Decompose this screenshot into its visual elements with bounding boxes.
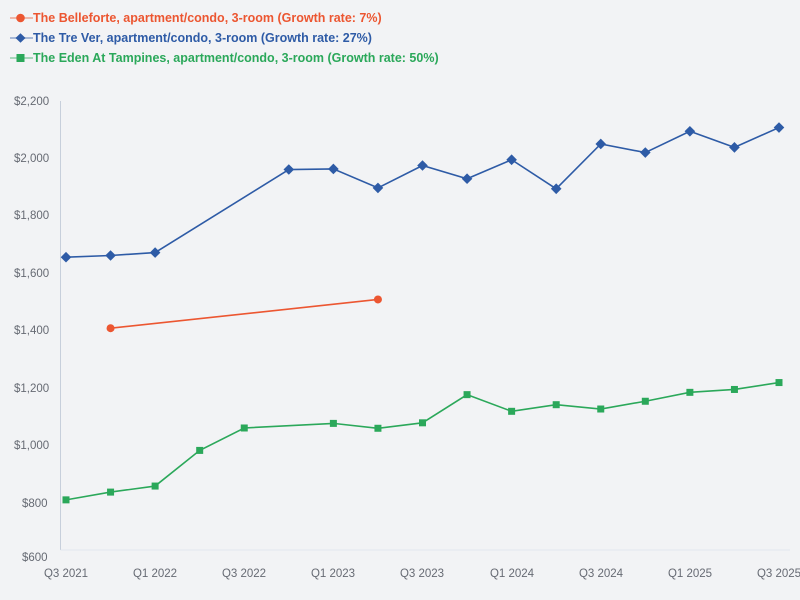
svg-text:Q3 2025: Q3 2025 (757, 568, 800, 580)
svg-text:Q1 2024: Q1 2024 (490, 568, 535, 580)
svg-text:$2,000: $2,000 (14, 153, 49, 165)
svg-text:$600: $600 (22, 552, 48, 564)
svg-text:Q1 2022: Q1 2022 (133, 568, 177, 580)
svg-text:Q3 2024: Q3 2024 (579, 568, 624, 580)
svg-text:$1,000: $1,000 (14, 440, 49, 452)
svg-text:$800: $800 (22, 498, 48, 510)
svg-text:Q3 2021: Q3 2021 (44, 568, 88, 580)
svg-text:Q1 2023: Q1 2023 (311, 568, 355, 580)
svg-text:Q3 2023: Q3 2023 (400, 568, 444, 580)
svg-text:$1,800: $1,800 (14, 210, 49, 222)
svg-text:$2,200: $2,200 (14, 96, 49, 108)
svg-text:$1,600: $1,600 (14, 268, 49, 280)
svg-text:$1,200: $1,200 (14, 383, 49, 395)
svg-text:$1,400: $1,400 (14, 325, 49, 337)
svg-text:Q1 2025: Q1 2025 (668, 568, 712, 580)
svg-text:Q3 2022: Q3 2022 (222, 568, 266, 580)
